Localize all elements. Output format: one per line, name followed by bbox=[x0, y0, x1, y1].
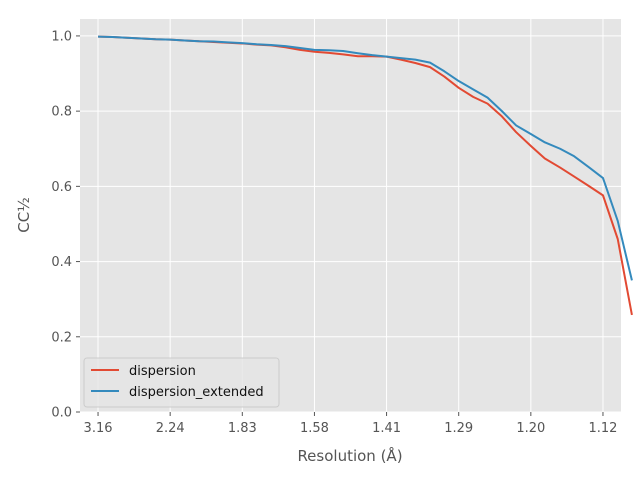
x-axis-label: Resolution (Å) bbox=[297, 446, 402, 465]
x-tick-label: 3.16 bbox=[84, 421, 113, 436]
plot-background bbox=[80, 19, 621, 412]
legend-label-dispersion-extended: dispersion_extended bbox=[129, 385, 264, 400]
legend: dispersion dispersion_extended bbox=[83, 357, 280, 408]
y-tick-label: 0.8 bbox=[51, 105, 72, 120]
x-tick-label: 1.58 bbox=[300, 421, 329, 436]
x-tick-label: 2.24 bbox=[156, 421, 185, 436]
grid bbox=[80, 19, 621, 413]
y-tick-label: 0.4 bbox=[51, 255, 72, 270]
y-axis-label: CC½ bbox=[15, 197, 33, 233]
y-tick-label: 1.0 bbox=[51, 29, 72, 44]
series-line-dispersion-extended bbox=[98, 35, 633, 281]
x-tick-label: 1.83 bbox=[228, 421, 257, 436]
legend-label-dispersion: dispersion bbox=[129, 364, 196, 379]
series-lines bbox=[98, 35, 633, 316]
x-tick-label: 1.41 bbox=[372, 421, 401, 436]
ticks: 3.16 2.24 1.83 1.58 1.41 1.29 1.20 1.12 0.0 0.2 0.… bbox=[51, 29, 617, 436]
y-tick-label: 0.0 bbox=[51, 406, 72, 421]
x-tick-label: 1.12 bbox=[588, 421, 617, 436]
x-tick-label: 1.20 bbox=[516, 421, 545, 436]
legend-box bbox=[83, 357, 280, 408]
y-tick-label: 0.6 bbox=[51, 180, 72, 195]
y-tick-label: 0.2 bbox=[51, 330, 72, 345]
x-tick-label: 1.29 bbox=[444, 421, 473, 436]
